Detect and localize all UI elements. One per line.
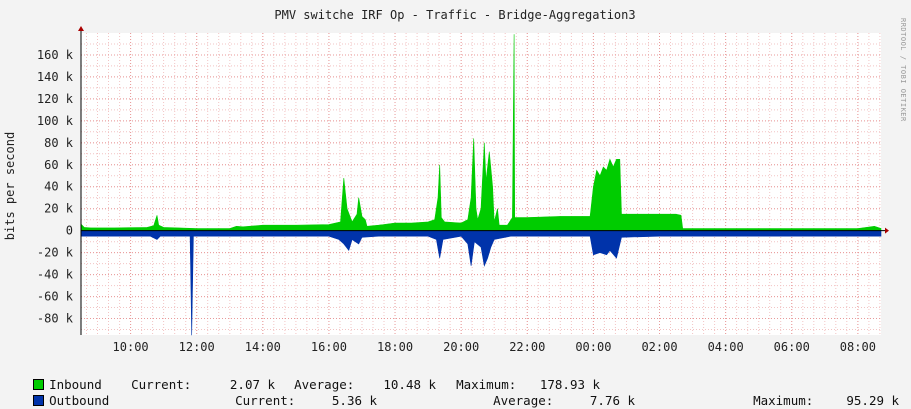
outbound-maximum-value: 95.29 k [846, 393, 900, 408]
x-tick-label: 04:00 [708, 340, 744, 354]
x-tick-label: 06:00 [774, 340, 810, 354]
inbound-swatch [33, 379, 45, 390]
x-tick-label: 02:00 [641, 340, 677, 354]
plot-area [81, 33, 881, 335]
inbound-maximum-label: Maximum: [456, 377, 517, 392]
series-areas [80, 34, 882, 336]
y-tick-label: -60 k [37, 290, 74, 304]
chart-title: PMV switche IRF Op - Traffic - Bridge-Ag… [274, 8, 635, 22]
inbound-current-value: 2.07 k [229, 377, 276, 392]
y-tick-label: 60 k [44, 158, 74, 172]
outbound-swatch [33, 395, 45, 406]
x-tick-label: 12:00 [179, 340, 215, 354]
y-tick-label: -20 k [37, 246, 74, 260]
grid-lines [81, 33, 881, 335]
x-axis-arrow [885, 227, 889, 234]
x-tick-label: 14:00 [245, 340, 281, 354]
legend-outbound: Outbound Current: 5.36 k Average: 7.76 k Maxi… [18, 377, 899, 409]
y-tick-label: -40 k [37, 268, 74, 282]
outbound-average-label: Average: [493, 393, 554, 408]
x-tick-label: 08:00 [840, 340, 876, 354]
y-tick-label: 0 [66, 224, 73, 238]
outbound-name: Outbound [49, 393, 110, 408]
outbound-current-label: Current: [235, 393, 296, 408]
y-tick-labels: 160 k 140 k 120 k 100 k 80 k 60 k 40 k 20 k 0 -20… [37, 48, 74, 326]
outbound-maximum-label: Maximum: [753, 393, 814, 408]
y-tick-label: -80 k [37, 312, 74, 326]
y-tick-label: 80 k [44, 136, 74, 150]
inbound-current-label: Current: [131, 377, 192, 392]
y-tick-label: 140 k [37, 70, 74, 84]
y-tick-label: 40 k [44, 180, 74, 194]
inbound-name: Inbound [49, 377, 102, 392]
y-tick-label: 120 k [37, 92, 74, 106]
x-tick-label: 20:00 [443, 340, 479, 354]
x-tick-label: 18:00 [377, 340, 413, 354]
y-tick-label: 160 k [37, 48, 74, 62]
y-tick-label: 20 k [44, 202, 74, 216]
legend-inbound: Inbound Current: 2.07 k Average: 10.48 k Maxi… [18, 361, 600, 393]
x-tick-label: 16:00 [311, 340, 347, 354]
y-axis-arrow [78, 26, 84, 31]
inbound-average-value: 10.48 k [383, 377, 437, 392]
outbound-current-value: 5.36 k [331, 393, 378, 408]
x-tick-label: 00:00 [575, 340, 611, 354]
y-axis-label: bits per second [3, 132, 17, 240]
axes [78, 26, 889, 335]
inbound-average-label: Average: [294, 377, 355, 392]
x-tick-labels: 10:00 12:00 14:00 16:00 18:00 20:00 22:00 00:00… [113, 340, 876, 354]
series-area-inbound [80, 34, 882, 231]
traffic-chart: PMV switche IRF Op - Traffic - Bridge-Ag… [3, 8, 907, 354]
outbound-average-value: 7.76 k [589, 393, 636, 408]
inbound-maximum-value: 178.93 k [539, 377, 601, 392]
series-area-outbound [80, 230, 882, 336]
vendor-label: RRDTOOL / TOBI OETIKER [899, 18, 907, 122]
x-tick-label: 22:00 [509, 340, 545, 354]
y-tick-label: 100 k [37, 114, 74, 128]
x-tick-label: 10:00 [113, 340, 149, 354]
